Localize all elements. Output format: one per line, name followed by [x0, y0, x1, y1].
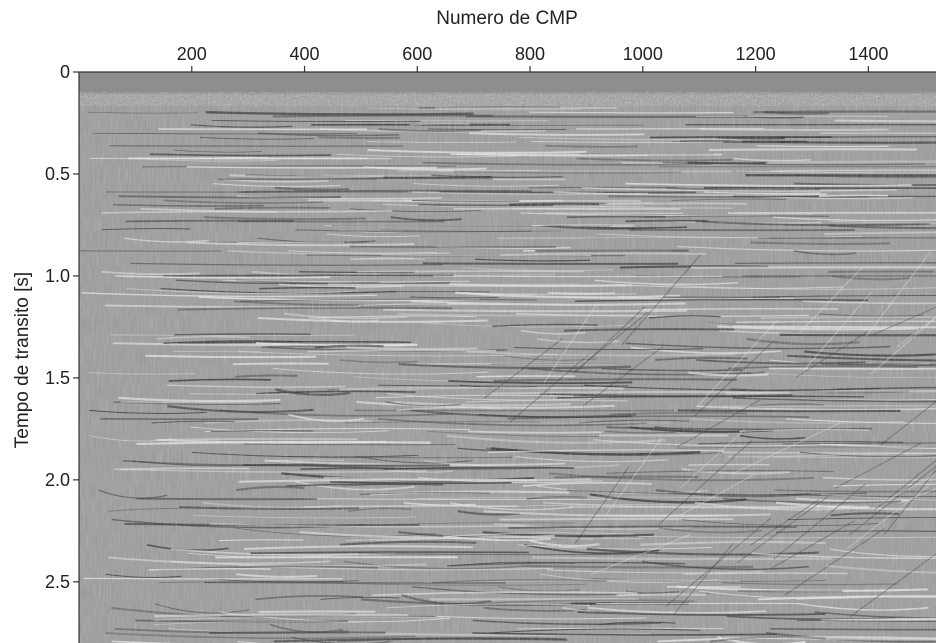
x-tick-label: 800 — [515, 44, 545, 64]
water-column — [79, 72, 936, 94]
x-tick-label: 200 — [177, 44, 207, 64]
x-tick-label: 600 — [402, 44, 432, 64]
y-tick-label: 1.0 — [45, 266, 70, 286]
x-tick-label: 400 — [290, 44, 320, 64]
y-tick-label: 2.0 — [45, 470, 70, 490]
x-axis-title: Numero de CMP — [436, 8, 578, 29]
seismic-image — [79, 72, 936, 643]
x-axis-ticks: 200 400 600 800 1000 1200 1400 — [177, 44, 888, 72]
y-tick-label: 1.5 — [45, 368, 70, 388]
x-tick-label: 1000 — [623, 44, 663, 64]
seabed-noise-band — [79, 92, 936, 106]
y-axis-title: Tempo de transito [s] — [12, 272, 33, 448]
y-tick-label: 0.5 — [45, 164, 70, 184]
y-tick-label: 2.5 — [45, 572, 70, 592]
x-tick-label: 1200 — [736, 44, 776, 64]
axes: 200 400 600 800 1000 1200 1400 0 0.5 1.0 1.5 2.0 2.… — [45, 44, 936, 643]
x-tick-label: 1400 — [848, 44, 888, 64]
y-axis-ticks: 0 0.5 1.0 1.5 2.0 2.5 — [45, 62, 79, 592]
texture-overlay — [79, 72, 936, 643]
y-tick-label: 0 — [60, 62, 70, 82]
